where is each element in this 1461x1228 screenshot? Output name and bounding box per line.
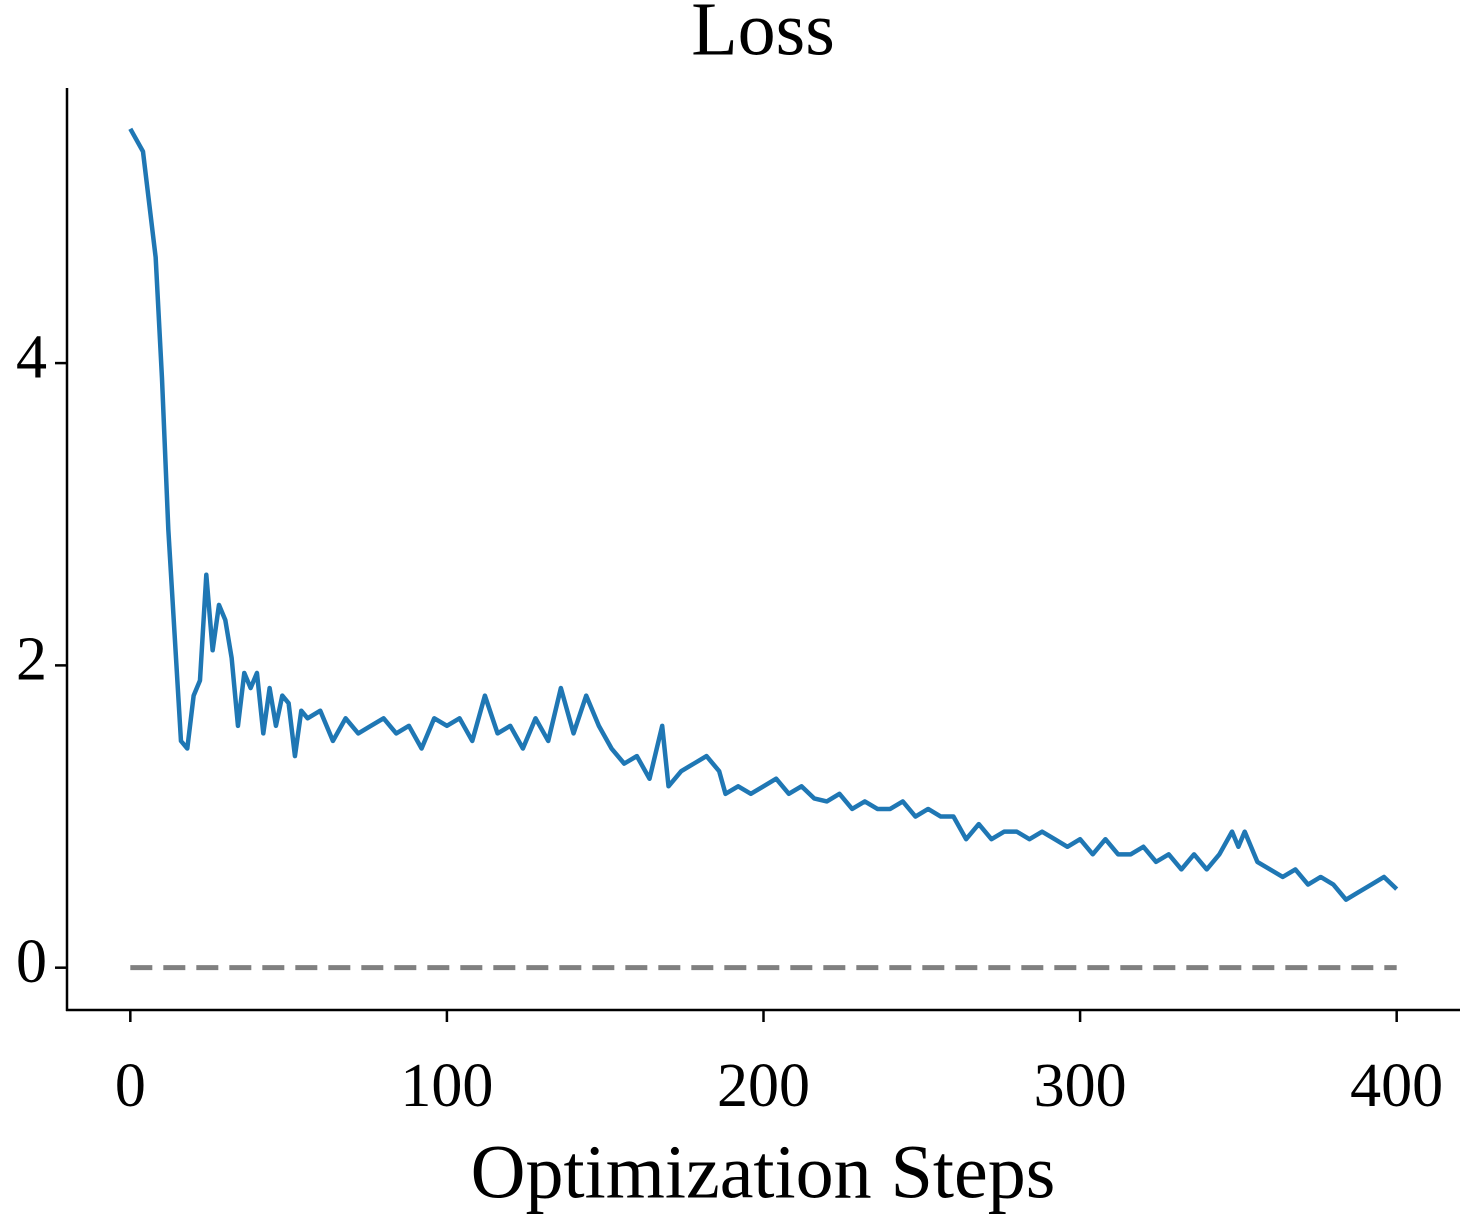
chart-title: Loss: [691, 0, 835, 71]
y-tick-label: 2: [16, 626, 47, 694]
x-tick-label: 100: [400, 1052, 493, 1120]
y-tick-label: 4: [16, 323, 47, 391]
x-tick-label: 300: [1034, 1052, 1127, 1120]
x-tick-label: 400: [1350, 1052, 1443, 1120]
x-axis-label: Optimization Steps: [471, 1130, 1056, 1214]
y-tick-label: 0: [16, 928, 47, 996]
x-tick-label: 200: [717, 1052, 810, 1120]
data-line: [128, 127, 1399, 902]
x-tick-label: 0: [115, 1052, 146, 1120]
